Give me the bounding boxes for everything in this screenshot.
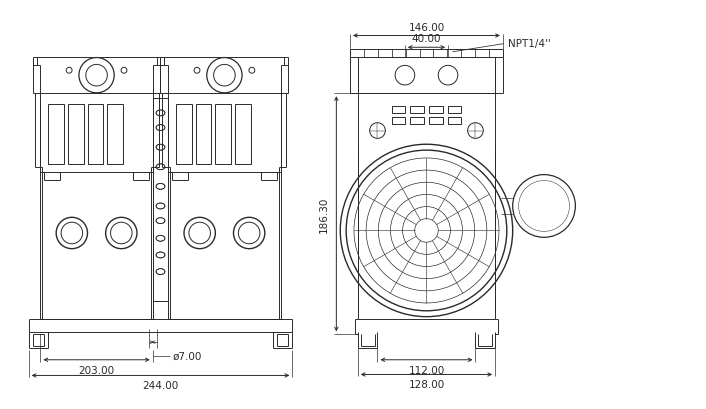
Text: ø7.00: ø7.00 (172, 351, 202, 361)
Bar (392, 107, 405, 114)
Bar (48, 105, 64, 164)
Bar (88, 105, 103, 164)
Text: NPT1/4'': NPT1/4'' (508, 39, 551, 49)
Text: 40.00: 40.00 (412, 34, 441, 44)
Bar (107, 105, 123, 164)
Text: 128.00: 128.00 (408, 380, 445, 389)
Bar (68, 105, 83, 164)
Bar (196, 105, 211, 164)
Bar (429, 117, 443, 124)
Bar (448, 117, 461, 124)
Text: 186.30: 186.30 (318, 196, 328, 232)
Bar (410, 107, 424, 114)
Text: 244.00: 244.00 (143, 380, 179, 390)
Bar (176, 105, 192, 164)
Bar (235, 105, 251, 164)
Bar (448, 107, 461, 114)
Text: 146.00: 146.00 (408, 22, 445, 32)
Bar (410, 117, 424, 124)
Bar (392, 117, 405, 124)
Bar (429, 107, 443, 114)
Text: 203.00: 203.00 (78, 365, 114, 375)
Text: 112.00: 112.00 (408, 365, 445, 375)
Bar (215, 105, 231, 164)
